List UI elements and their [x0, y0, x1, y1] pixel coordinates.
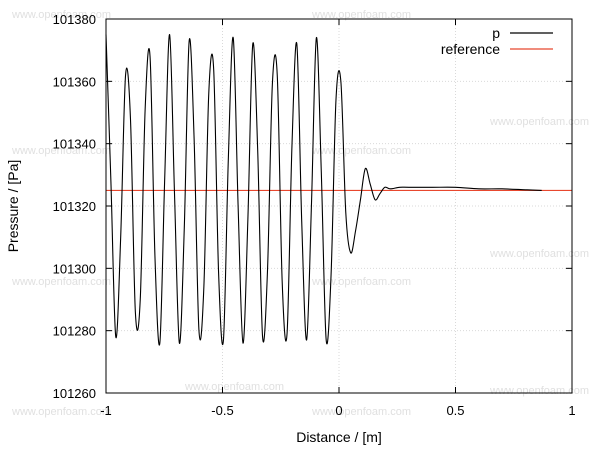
y-tick-label: 101280 — [53, 324, 96, 339]
watermark-text: www.openfoam.com — [11, 276, 111, 288]
y-axis-title: Pressure / [Pa] — [5, 160, 21, 253]
watermark-text: www.openfoam.com — [11, 9, 111, 21]
watermark-text: www.openfoam.com — [184, 381, 284, 393]
y-tick-label: 101300 — [53, 261, 96, 276]
watermark-text: www.openfoam.com — [311, 406, 411, 418]
y-tick-label: 101340 — [53, 137, 96, 152]
legend-label-reference: reference — [441, 41, 500, 57]
y-tick-label: 101260 — [53, 386, 96, 401]
x-tick-label: -0.5 — [211, 403, 233, 418]
x-tick-label: 1 — [568, 403, 575, 418]
watermark-text: www.openfoam.com — [489, 116, 589, 128]
watermark-text: www.openfoam.com — [489, 248, 589, 260]
x-axis-title: Distance / [m] — [296, 429, 382, 445]
y-tick-label: 101320 — [53, 199, 96, 214]
watermark-text: www.openfoam.com — [489, 385, 589, 397]
axis-ticks — [105, 18, 573, 394]
legend-label-p: p — [492, 25, 500, 41]
grid — [106, 19, 572, 393]
x-tick-labels: -1 -0.5 0 0.5 1 — [100, 403, 575, 418]
x-tick-label: 0.5 — [446, 403, 464, 418]
watermark-layer: www.openfoam.com www.openfoam.com www.open… — [11, 9, 589, 418]
y-tick-label: 101360 — [53, 74, 96, 89]
x-tick-label: -1 — [100, 403, 112, 418]
watermark-text: www.openfoam.com — [311, 145, 411, 157]
watermark-text: www.openfoam.com — [11, 406, 111, 418]
watermark-text: www.openfoam.com — [311, 9, 411, 21]
y-tick-label: 101380 — [53, 12, 96, 27]
watermark-text: www.openfoam.com — [11, 145, 111, 157]
y-tick-labels: 101260 101280 101300 101320 101340 101360 1013… — [53, 12, 96, 401]
series-line-p — [105, 34, 542, 346]
x-tick-label: 0 — [335, 403, 342, 418]
plot-lines — [105, 34, 572, 346]
watermark-text: www.openfoam.com — [311, 276, 411, 288]
